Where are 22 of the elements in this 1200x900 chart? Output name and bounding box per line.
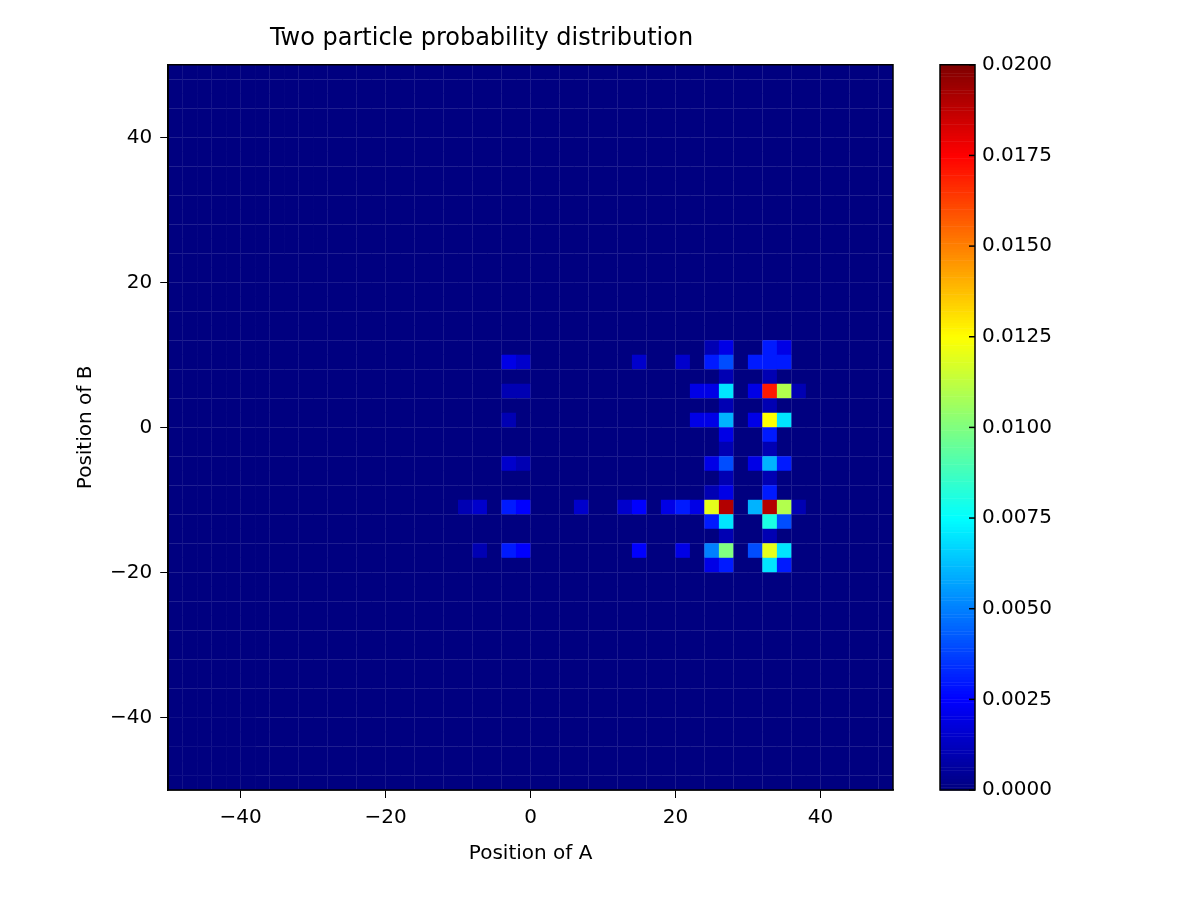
y-tick-label: −20 — [109, 558, 153, 583]
color-bar-label: 0.0200 — [982, 51, 1052, 75]
y-tick-label: 20 — [126, 268, 153, 293]
color-bar-label: 0.0075 — [982, 504, 1052, 529]
x-axis-title: Position of A — [468, 840, 593, 865]
color-bar-label: 0.0025 — [982, 685, 1052, 710]
x-tick-label: 40 — [807, 804, 834, 829]
x-tick-label: 0 — [524, 804, 537, 829]
color-bar-label: 0.0150 — [982, 232, 1052, 257]
x-tick-label: −40 — [219, 804, 262, 829]
color-bar-label: 0.0100 — [982, 413, 1052, 438]
y-tick-label: 40 — [126, 123, 153, 148]
y-axis-title: Position of B — [72, 365, 97, 490]
x-tick-label: −20 — [364, 804, 407, 829]
color-bar-label: 0.0000 — [982, 776, 1052, 801]
y-tick-label: −40 — [109, 703, 153, 728]
y-tick-label: 0 — [139, 413, 153, 438]
color-bar-label: 0.0050 — [982, 594, 1052, 619]
color-bar-label: 0.0175 — [982, 141, 1052, 166]
chart-title: Two particle probability distribution — [268, 22, 694, 51]
color-bar-label: 0.0125 — [982, 322, 1052, 347]
x-tick-label: 20 — [662, 804, 689, 829]
